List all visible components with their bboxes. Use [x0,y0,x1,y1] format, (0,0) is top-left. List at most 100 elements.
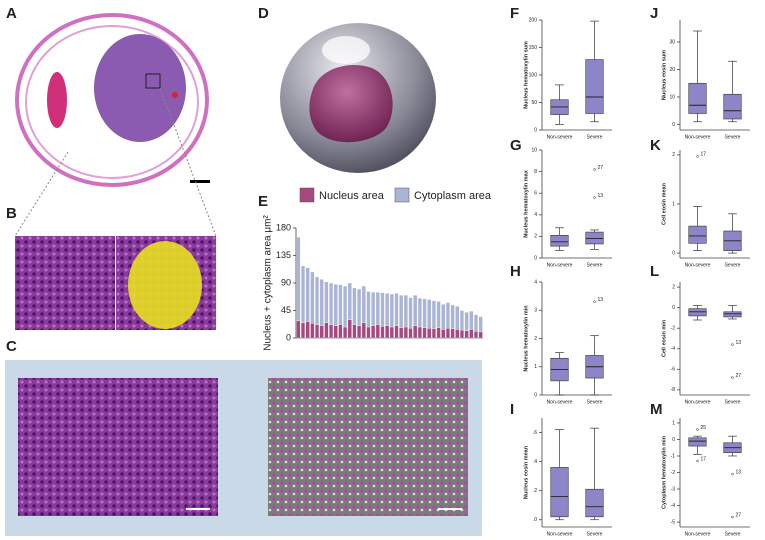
x-tick-label: Severe [725,262,741,268]
bar-segment [450,304,455,329]
bar-segment [305,321,310,339]
bar-segment [403,326,408,339]
bar-segment [352,324,357,339]
box [688,225,707,244]
bar-segment [315,276,320,325]
bar-segment [329,282,334,325]
y-tick-label: 150 [529,45,538,51]
panel-label: E [258,193,268,210]
panel-label: B [6,205,17,222]
y-tick-label: 1 [534,364,537,370]
y-tick-label: 45 [281,305,291,315]
bar-segment [385,325,390,339]
bar-segment [366,291,371,328]
bar-segment [389,293,394,328]
y-tick-label: 2 [672,152,675,158]
bar-segment [427,299,432,329]
bar-segment [338,284,343,325]
x-tick-label: Severe [587,399,603,405]
y-tick-label: 3 [534,308,537,314]
x-tick-label: Non-severe [547,399,573,405]
y-tick-label: -4 [671,503,676,509]
y-tick-label: 4 [534,212,537,218]
bar-segment [310,271,315,324]
x-tick-label: Severe [587,134,603,140]
legend-swatch [299,187,315,203]
bar-segment [450,328,455,339]
bar-segment [375,292,380,325]
bar-segment [361,322,366,339]
bar-segment [385,293,390,326]
bar-segment [389,326,394,339]
bar-segment [408,297,413,329]
bar-segment [361,285,366,323]
y-axis-label: Nucleus eosin sum [661,50,667,100]
outlier-label: 27 [598,165,604,171]
y-tick-label: .0 [533,517,537,523]
bar-segment [347,282,352,320]
y-tick-label: 0 [534,127,537,133]
x-tick-label: Severe [725,134,741,140]
bar-segment [436,301,441,328]
bar-segment [380,326,385,339]
x-tick-label: Severe [587,262,603,268]
outlier-label: 13 [736,469,742,475]
outlier-label: 17 [701,456,707,462]
bar-segment [445,302,450,329]
box [688,82,707,114]
bar-segment [459,329,464,339]
y-tick-label: .6 [533,430,537,436]
y-tick-label: -4 [671,346,676,352]
legend-label: Cytoplasm area [414,190,492,202]
x-tick-label: Non-severe [685,399,711,405]
bar-segment [319,325,324,339]
y-tick-label: 10 [669,94,675,100]
bar-segment [296,237,301,322]
y-tick-label: 50 [531,100,537,106]
x-tick-label: Non-severe [547,262,573,268]
bar-segment [300,322,306,339]
y-tick-label: 100 [529,72,538,78]
x-tick-label: Severe [725,531,741,537]
y-axis-label: Nucleus hematoxylin sum [523,41,529,109]
box [688,308,707,317]
panel-label: M [650,401,663,418]
bar-segment [324,322,329,339]
x-tick-label: Non-severe [685,531,711,537]
bar-segment [315,324,320,339]
y-tick-label: -2 [671,326,676,332]
x-tick-label: Non-severe [547,531,573,537]
x-tick-label: Non-severe [547,134,573,140]
y-axis-label: Nucleus hematoxylin min [523,305,529,372]
outlier [696,459,699,463]
panel-label: G [510,137,522,154]
panel-d-image [280,23,436,173]
y-tick-label: 0 [672,437,675,443]
panel-a-image [15,13,210,187]
bar-segment [399,327,404,339]
box [723,93,742,120]
bar-segment [445,328,450,339]
bar-segment [352,287,357,325]
outlier-label: 27 [736,373,742,379]
bar-segment [422,327,427,339]
panel-b-image [14,87,217,330]
y-tick-label: -6 [671,367,676,373]
panel-label: F [510,5,519,22]
bar-segment [380,292,385,327]
bar-segment [441,329,446,339]
bar-segment [338,324,343,339]
legend-label: Nucleus area [319,190,385,202]
outlier-label: 13 [598,193,604,199]
y-tick-label: 8 [534,169,537,175]
bar-segment [455,329,460,339]
panel-label: K [650,137,661,154]
outlier-label: 27 [736,512,742,518]
y-tick-label: 20 [669,67,675,73]
bar-segment [427,328,432,339]
bar-segment [436,327,441,339]
box [688,437,707,447]
y-axis-label: Cytoplasm hematoxylin min [661,435,667,509]
outlier [731,376,734,379]
x-tick-label: Non-severe [685,262,711,268]
